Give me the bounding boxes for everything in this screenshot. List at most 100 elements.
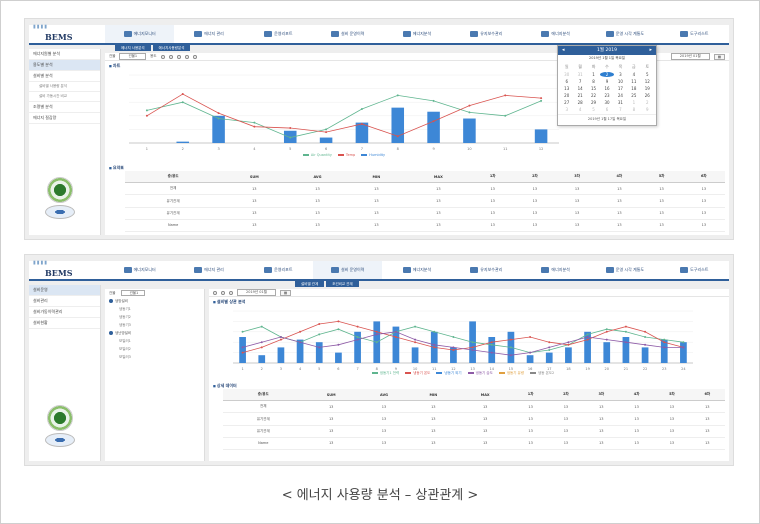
table-row[interactable]: 전체 13 13 13 13 13 13 13 13 13 13 (125, 182, 725, 196)
calendar-day[interactable]: 4 (632, 72, 636, 77)
calendar-day[interactable]: 30 (604, 100, 610, 105)
calendar-day[interactable]: 16 (604, 86, 610, 91)
sidebar-item[interactable]: 설비현황 (29, 318, 100, 329)
menu-item[interactable]: 유지보수관리 (452, 25, 521, 43)
calendar-day[interactable]: 29 (591, 100, 597, 105)
calendar-day[interactable]: 24 (617, 93, 623, 98)
radio[interactable] (213, 290, 217, 295)
radio[interactable] (192, 54, 197, 59)
tree-node[interactable]: 냉난방설비 (105, 329, 204, 337)
table-row[interactable]: 유기관계 13 13 13 13 13 13 13 13 13 13 (125, 194, 725, 208)
menu-item[interactable]: 에너지분석 (521, 25, 590, 43)
calendar-icon[interactable]: ▦ (279, 289, 292, 296)
menu-item[interactable]: 운영 시각 계통도 (590, 261, 659, 279)
radio[interactable] (168, 54, 173, 59)
menu-item[interactable]: 운영리포트 (244, 261, 313, 279)
subtab[interactable]: 에너지 사용분석 (115, 45, 151, 51)
menu-item[interactable]: 운영 시각 계통도 (590, 25, 659, 43)
calendar-day[interactable]: 20 (564, 93, 570, 98)
calendar-icon[interactable]: ▦ (713, 53, 725, 60)
menu-item[interactable]: 에너지분석 (382, 25, 451, 43)
calendar-day[interactable]: 3 (565, 107, 568, 112)
tree-node[interactable]: 보일러2 (119, 346, 131, 351)
table-row[interactable]: Name 13 13 13 13 13 13 13 13 13 13 (223, 437, 725, 450)
calendar-day[interactable]: 23 (604, 93, 610, 98)
period-input[interactable]: 2019년 01월 (237, 289, 276, 296)
calendar-day[interactable]: 2 (600, 72, 614, 77)
menu-item[interactable]: 에너지 관리 (174, 261, 243, 279)
radio[interactable] (160, 54, 165, 59)
table-row[interactable]: Name 13 13 13 13 13 13 13 13 13 13 (125, 219, 725, 232)
menu-item[interactable]: 도구리스트 (660, 25, 729, 43)
calendar-day[interactable]: 5 (592, 107, 595, 112)
tree-node[interactable]: 보일러1 (119, 338, 131, 343)
calendar-day[interactable]: 6 (565, 79, 568, 84)
sidebar-item[interactable]: 용도별 분석 (29, 60, 100, 71)
radio[interactable] (184, 54, 189, 59)
sidebar-item[interactable]: 설비별 분석 (29, 71, 100, 82)
calendar-day[interactable]: 28 (577, 100, 583, 105)
calendar-day[interactable]: 26 (644, 93, 650, 98)
calendar-day[interactable]: 8 (592, 79, 595, 84)
calendar-day[interactable]: 7 (578, 79, 582, 84)
table-row[interactable]: 전체 13 13 13 13 13 13 13 13 13 13 (223, 400, 725, 414)
sidebar-item[interactable]: 설비가동이력관리 (29, 307, 100, 318)
subtab[interactable]: 조건비교 관계 (326, 281, 359, 287)
radio[interactable] (221, 290, 225, 295)
menu-item[interactable]: 에너지 관리 (174, 25, 243, 43)
calendar-day[interactable]: 15 (591, 86, 597, 91)
calendar-day[interactable]: 9 (605, 79, 609, 84)
calendar-day[interactable]: 1 (632, 100, 636, 105)
calendar-day[interactable]: 18 (631, 86, 637, 91)
menu-item[interactable]: 도구리스트 (660, 261, 729, 279)
prev-month-icon[interactable]: ◂ (562, 47, 565, 53)
calendar-footer[interactable]: 2019년 1월 17일 목요일 (558, 114, 656, 125)
menu-item[interactable]: 에너지분석 (382, 261, 451, 279)
tree-node[interactable]: 냉동기3 (119, 322, 131, 327)
calendar-day[interactable]: 21 (577, 93, 583, 98)
menu-item[interactable]: 설비 운영이력 (313, 25, 382, 43)
tree-node[interactable]: 냉방설비 (105, 297, 204, 305)
sidebar-item[interactable]: 설비관리 (29, 296, 100, 307)
calendar-day[interactable]: 14 (577, 86, 583, 91)
calendar-day[interactable]: 3 (619, 72, 622, 77)
calendar-day[interactable]: 25 (631, 93, 637, 98)
calendar-day[interactable]: 19 (644, 86, 650, 91)
sidebar-item[interactable]: 에너지원별 분석 (29, 49, 100, 60)
calendar-day[interactable]: 8 (632, 107, 636, 112)
sidebar-item[interactable]: 설비운영 (29, 285, 100, 296)
calendar-day[interactable]: 5 (646, 72, 649, 77)
tree-node[interactable]: 냉동기1 (119, 306, 131, 311)
menu-item[interactable]: 운영리포트 (244, 25, 313, 43)
tree-node[interactable]: 냉동기2 (119, 314, 131, 319)
radio[interactable] (229, 290, 233, 295)
calendar-day[interactable]: 1 (592, 72, 595, 77)
menu-item[interactable]: 에너지모니터 (105, 261, 174, 279)
sidebar-item[interactable]: 에너지 절감량 (29, 113, 100, 124)
menu-item[interactable]: 에너지모니터 (105, 25, 175, 43)
sidebar-item[interactable]: 조명별 분석 (29, 102, 100, 113)
menu-item[interactable]: 설비 운영이력 (312, 261, 383, 279)
calendar-day[interactable]: 11 (631, 79, 637, 84)
menu-item[interactable]: 유지보수관리 (452, 261, 521, 279)
calendar-day[interactable]: 10 (617, 79, 623, 84)
table-row[interactable]: 유기관계 13 13 13 13 13 13 13 13 13 13 (223, 425, 725, 439)
calendar-day[interactable]: 17 (617, 86, 623, 91)
tree-node[interactable]: 보일러3 (119, 354, 131, 359)
calendar-day[interactable]: 22 (591, 93, 597, 98)
calendar-day[interactable]: 27 (564, 100, 570, 105)
calendar-day[interactable]: 12 (644, 79, 650, 84)
calendar-day[interactable]: 4 (578, 107, 582, 112)
calendar-day[interactable]: 2 (646, 100, 649, 105)
period-input[interactable]: 2019년 01월 (670, 53, 710, 60)
subtab[interactable]: 에너지사용량분석 (152, 45, 191, 51)
table-row[interactable]: 유기관계 13 13 13 13 13 13 13 13 13 13 (125, 207, 725, 221)
calendar-day[interactable]: 7 (619, 107, 622, 112)
sidebar-item[interactable]: 설비 가동시간 비교 (29, 92, 100, 102)
table-row[interactable]: 유기관계 13 13 13 13 13 13 13 13 13 13 (223, 412, 725, 426)
calendar-day[interactable]: 31 (577, 72, 583, 77)
calendar-day[interactable]: 6 (605, 107, 609, 112)
calendar-day[interactable]: 9 (646, 107, 649, 112)
calendar-day[interactable]: 30 (564, 72, 570, 77)
tree-node[interactable]: 건물 건물1 (105, 289, 204, 297)
